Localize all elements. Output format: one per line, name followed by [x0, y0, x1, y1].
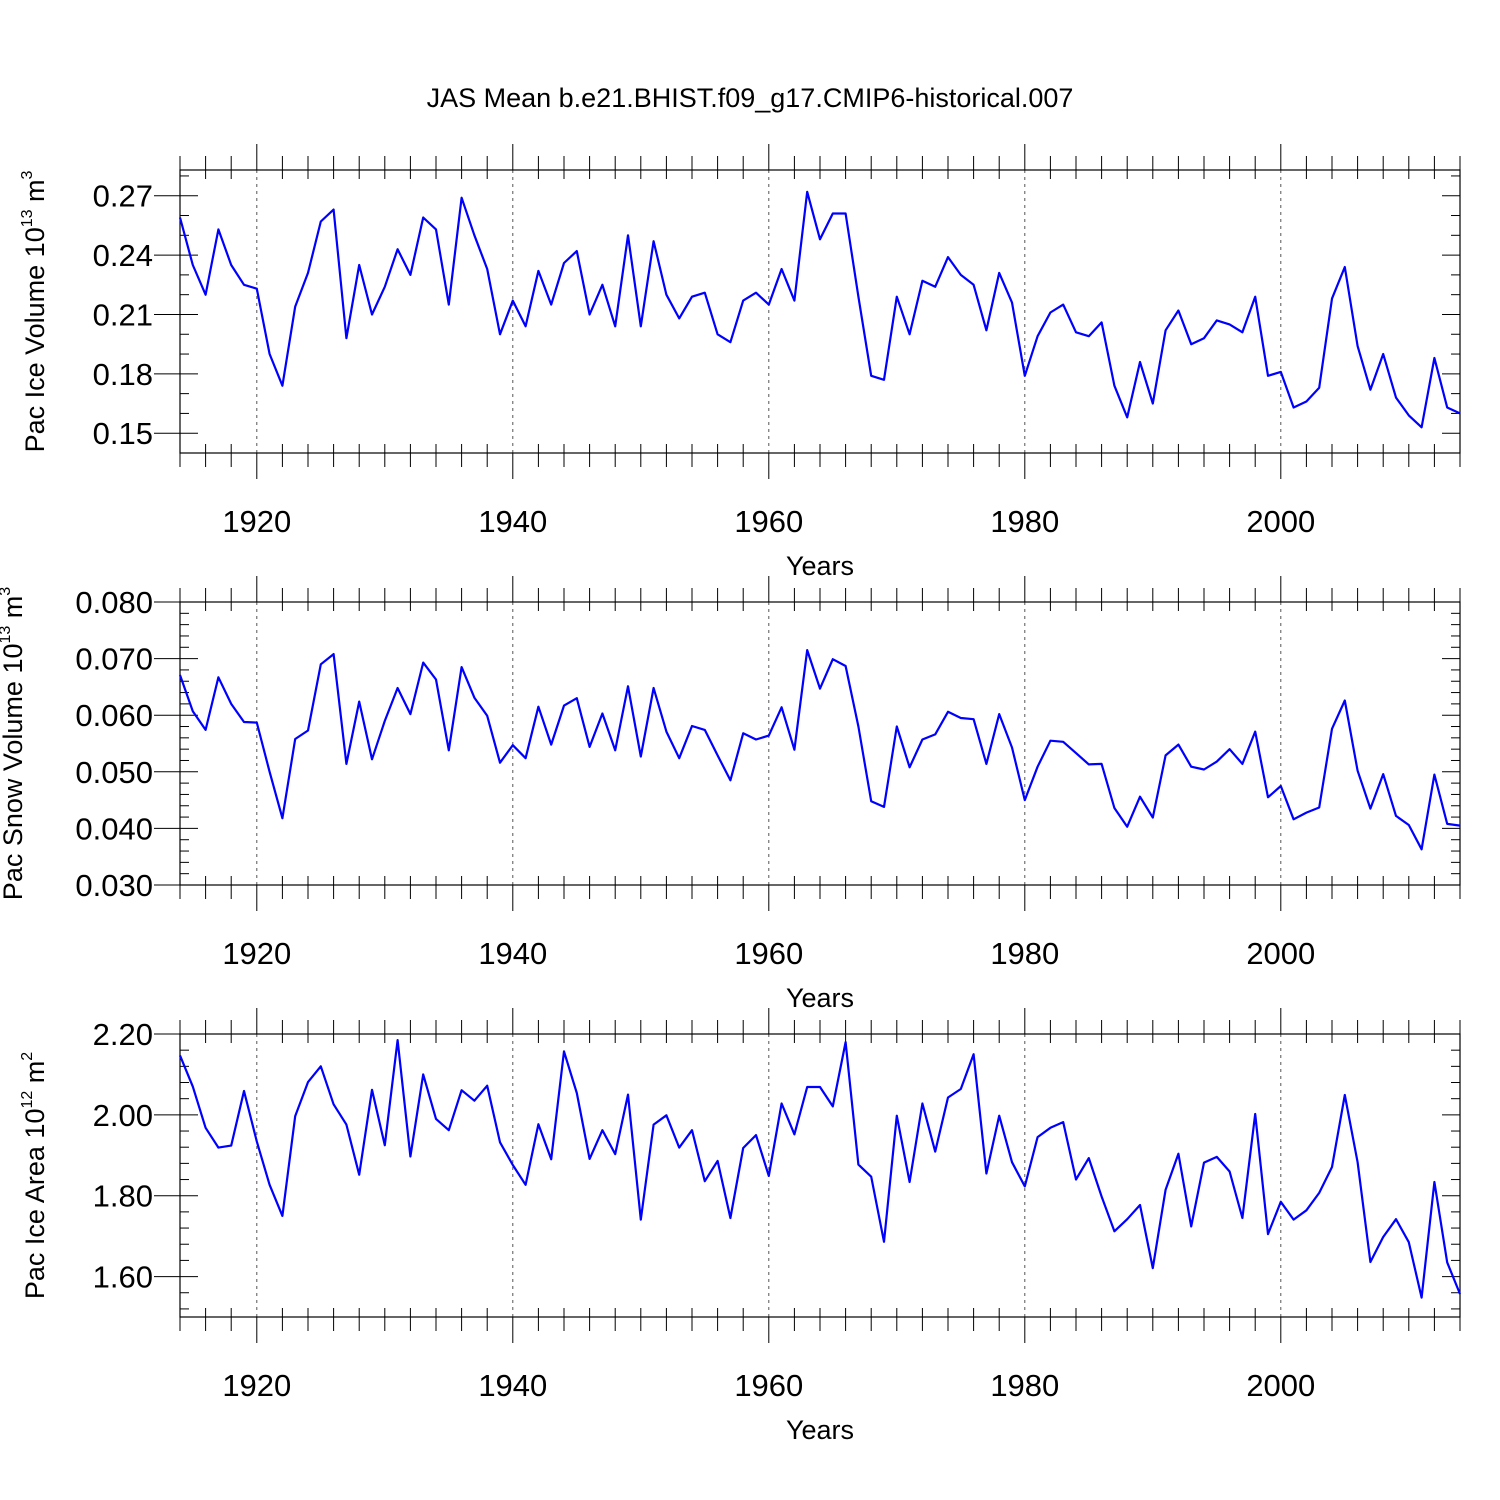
x-tick-label: 1940: [478, 936, 547, 971]
x-tick-label: 1980: [990, 1368, 1059, 1403]
x-tick-label: 1960: [734, 936, 803, 971]
panels: 1920 1940 1960 1980 2000 Years 0.15 0.18 0.21 0.2…: [0, 144, 1462, 1445]
y-tick-label: 0.030: [75, 868, 153, 903]
y-tick-label: 0.050: [75, 755, 153, 790]
x-tick-label: 1980: [990, 504, 1059, 539]
y-tick-label: 2.20: [93, 1017, 153, 1052]
x-tick-label: 1940: [478, 1368, 547, 1403]
y-axis-title: Pac Ice Volume 1013 m3: [19, 170, 50, 452]
y-tick-label: 0.070: [75, 642, 153, 677]
x-tick-label: 1940: [478, 504, 547, 539]
pac-ice-volume-series-line: [178, 190, 1461, 429]
y-axis-title: Pac Ice Area 1012 m2: [19, 1052, 50, 1299]
x-axis-title: Years: [786, 1415, 854, 1445]
x-tick-label: 1920: [222, 936, 291, 971]
pac-ice-area-panel: 1920 1940 1960 1980 2000 Years 1.60 1.80 2.00 2.2…: [19, 1008, 1462, 1445]
x-tick-label: 2000: [1246, 1368, 1315, 1403]
plot-frame: [179, 601, 1461, 886]
x-tick-label: 1960: [734, 1368, 803, 1403]
y-tick-label: 0.18: [93, 357, 153, 392]
y-tick-label: 0.15: [93, 416, 153, 451]
x-axis-title: Years: [786, 983, 854, 1013]
y-tick-label: 0.040: [75, 811, 153, 846]
y-tick-label: 0.21: [93, 297, 153, 332]
x-tick-label: 1960: [734, 504, 803, 539]
y-tick-label: 0.080: [75, 585, 153, 620]
x-tick-label: 2000: [1246, 504, 1315, 539]
pac-ice-area-series-line: [178, 1038, 1462, 1299]
pac-ice-volume-panel: 1920 1940 1960 1980 2000 Years 0.15 0.18 0.21 0.2…: [19, 144, 1461, 581]
pac-snow-volume-series-line: [178, 648, 1461, 851]
x-axis-title: Years: [786, 551, 854, 581]
y-tick-label: 1.60: [93, 1260, 153, 1295]
y-tick-label: 0.27: [93, 179, 153, 214]
x-tick-label: 1920: [222, 504, 291, 539]
chart-title: JAS Mean b.e21.BHIST.f09_g17.CMIP6-histo…: [427, 83, 1074, 113]
x-tick-label: 1920: [222, 1368, 291, 1403]
y-axis-title: Pac Snow Volume 1013 m3: [0, 587, 28, 900]
x-tick-label: 1980: [990, 936, 1059, 971]
y-tick-label: 1.80: [93, 1179, 153, 1214]
plot-frame: [179, 1033, 1461, 1318]
x-tick-label: 2000: [1246, 936, 1315, 971]
y-tick-label: 0.060: [75, 698, 153, 733]
y-tick-label: 2.00: [93, 1098, 153, 1133]
y-tick-label: 0.24: [93, 238, 153, 273]
pac-snow-volume-panel: 1920 1940 1960 1980 2000 Years 0.030 0.040 0.050…: [0, 576, 1461, 1013]
